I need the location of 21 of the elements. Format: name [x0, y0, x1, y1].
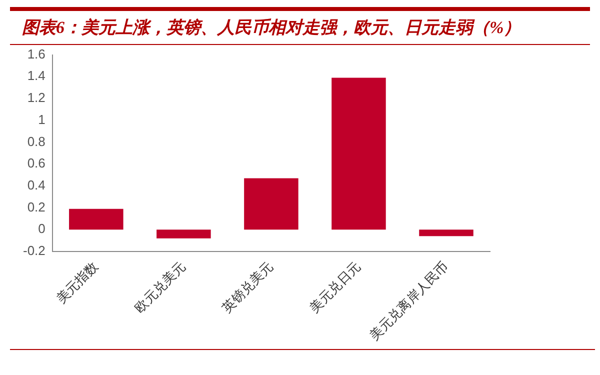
y-tick-label: 0.6 — [27, 156, 46, 171]
chart-title: 图表6：美元上涨，英镑、人民币相对走强，欧元、日元走弱（%） — [10, 7, 590, 45]
bar — [332, 78, 386, 230]
y-tick-label: 1.2 — [27, 90, 46, 106]
y-tick-label: 0.2 — [27, 199, 46, 214]
y-tick-label: 1 — [38, 112, 46, 127]
y-tick-label: 0.8 — [27, 134, 46, 149]
x-tick-label: 美元指数 — [53, 258, 101, 306]
y-tick-label: 1.4 — [27, 68, 46, 84]
bar — [156, 230, 211, 238]
y-tick-label: 1.6 — [27, 46, 46, 62]
y-tick-label: -0.2 — [22, 243, 46, 258]
x-tick-label: 欧元兑美元 — [132, 258, 188, 316]
bar — [419, 230, 474, 236]
x-tick-label: 美元兑日元 — [306, 258, 364, 316]
bar — [244, 178, 298, 230]
y-tick-label: 0.4 — [27, 177, 46, 192]
x-tick-label: 美元兑离岸人民币 — [366, 258, 451, 344]
x-tick-label: 英镑兑美元 — [219, 258, 276, 316]
y-tick-label: 0 — [38, 221, 46, 236]
bar — [69, 208, 124, 230]
